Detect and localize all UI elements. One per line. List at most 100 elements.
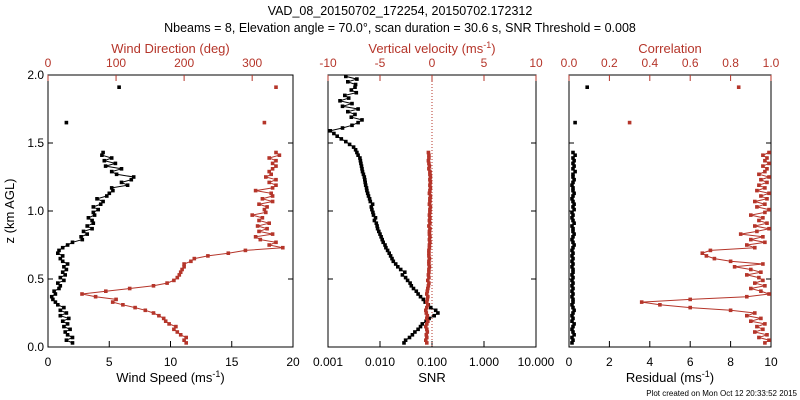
data-point-wind-speed [60,270,65,274]
data-point-residual [572,191,576,196]
data-point-snr [360,118,364,122]
data-point-correlation [757,183,761,187]
data-point-correlation [765,156,769,160]
data-point-wind-speed [65,243,70,247]
panels: 0.00.51.01.52.0z (km AGL)0 5 10 15 200 100 200… [2,40,780,385]
data-point-snr [378,232,382,236]
data-point-wind-direction [243,248,248,253]
data-point-correlation [688,297,692,302]
x-bottom-tick-label: 6 [687,355,694,369]
x-top-tick-label: 0 [45,56,52,70]
data-point-residual [571,156,575,160]
data-point-snr [339,137,344,141]
data-point-wind-direction [180,267,184,272]
x-bottom-tick-label: 4 [646,355,653,369]
title-line-1: VAD_08_20150702_172254, 20150702.172312 [268,4,533,18]
data-point-residual [571,161,575,166]
data-point-wind-speed [91,210,96,215]
data-point-wind-direction [257,218,261,223]
data-point-snr [421,297,426,302]
data-point-wind-direction [121,303,125,307]
data-point-correlation [765,197,769,201]
data-point-wind-speed [62,265,66,269]
data-point-correlation [761,153,765,157]
data-point-residual [573,169,577,174]
data-point-wind-speed [109,169,114,174]
data-point-snr [349,115,354,119]
data-point-residual [572,177,576,182]
data-point-residual [571,205,575,209]
data-point-snr [363,183,368,187]
data-point-snr [420,322,425,326]
data-point-snr [387,251,391,255]
data-point-vertical-velocity [426,294,430,299]
x-bottom-tick-label: 10.000 [518,355,555,369]
data-point-correlation [749,286,753,291]
data-point-snr [355,77,359,81]
data-point-snr [416,327,420,332]
data-point-snr [358,158,363,163]
x-top-tick-label: -10 [319,56,337,70]
data-point-snr [346,109,350,114]
data-point-wind-direction [262,207,267,212]
data-point-snr [367,197,372,201]
data-point-wind-speed [62,278,66,283]
x-bottom-tick-label: 0 [566,355,573,369]
x-bottom-tick-label: 1.000 [469,355,499,369]
data-point-vertical-velocity [428,175,433,179]
data-point-correlation [761,327,765,332]
data-point-wind-direction-isolated [262,120,267,125]
data-point-snr [353,82,358,87]
data-point-snr [413,330,417,334]
data-point-wind-direction [267,221,271,225]
x-top-tick-label: 10 [529,56,543,70]
data-point-snr [359,161,363,166]
x-bottom-axis-label-text: SNR [418,370,445,385]
data-point-snr [355,150,359,155]
data-point-snr [403,338,408,342]
data-point-correlation [763,322,767,326]
data-point-wind-direction [255,224,260,228]
data-point-wind-speed-isolated [117,85,121,89]
data-point-correlation [767,207,771,212]
data-point-wind-speed [101,150,105,155]
data-point-vertical-velocity [427,243,432,247]
x-top-tick-label: 100 [106,56,126,70]
data-point-correlation [767,338,771,342]
data-point-snr [360,167,364,171]
data-point-vertical-velocity [425,322,429,326]
data-point-wind-direction [93,294,98,299]
x-top-tick-label: 0.0 [561,56,578,70]
data-point-wind-direction [178,333,183,337]
data-point-snr [340,126,345,130]
y-tick-label: 0.5 [27,272,44,286]
data-point-wind-speed [56,303,60,307]
data-point-residual [570,294,574,299]
data-point-residual [571,172,575,177]
data-point-snr [346,96,351,100]
data-point-wind-direction [269,191,273,196]
x-bottom-tick-label: 8 [727,355,734,369]
data-point-wind-speed [129,177,134,182]
x-top-tick-label: 0.8 [722,56,739,70]
data-point-wind-direction [265,226,269,231]
data-point-wind-speed [131,175,136,179]
data-point-wind-direction [151,311,156,315]
data-point-wind-speed [52,289,56,293]
data-point-wind-speed [85,232,89,236]
data-point-wind-speed [60,254,65,258]
data-point-residual [570,278,574,283]
x-top-tick-label: 1.0 [763,56,780,70]
data-point-snr [383,243,387,247]
data-point-snr [407,335,412,340]
data-point-wind-direction [175,275,180,280]
data-point-wind-speed [125,183,130,187]
data-point-residual [572,232,576,236]
data-point-wind-speed-isolated [64,120,69,125]
data-point-correlation [755,324,759,329]
data-point-snr [370,207,374,212]
data-point-vertical-velocity [428,172,432,177]
data-point-correlation [759,316,763,321]
data-point-correlation [763,202,767,206]
data-point-vertical-velocity [427,164,432,168]
